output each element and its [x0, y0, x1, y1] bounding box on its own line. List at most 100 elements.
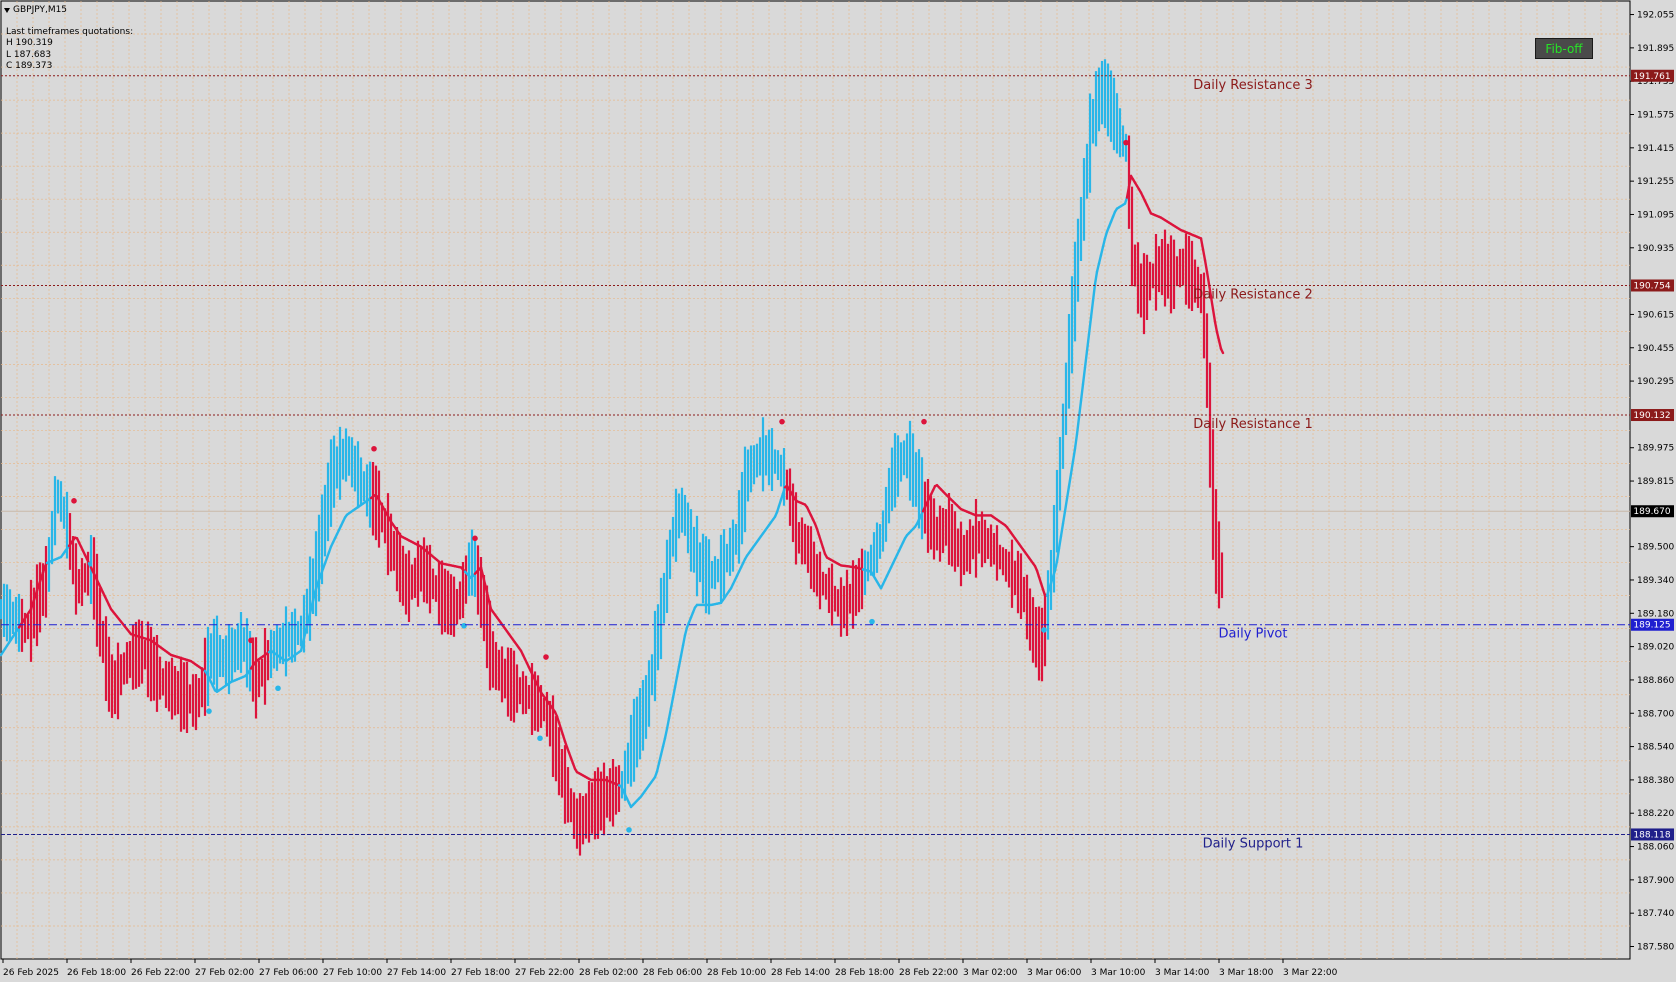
y-tick-label: 191.895 — [1637, 44, 1674, 54]
trend-line-segment — [1095, 262, 1101, 273]
y-tick-label: 188.700 — [1637, 709, 1674, 719]
trend-line-segment — [1213, 320, 1219, 334]
quote-low: L 187.683 — [6, 50, 52, 60]
level-label: Daily Support 1 — [1203, 836, 1304, 851]
y-tick-label: 187.580 — [1637, 943, 1674, 953]
trend-line-segment — [1089, 299, 1095, 319]
x-tick-label: 28 Feb 06:00 — [643, 968, 702, 978]
trend-line-segment — [1063, 497, 1069, 513]
trend-line-segment — [481, 574, 487, 586]
signal-dot-down — [779, 418, 785, 425]
signal-dot-up — [275, 685, 281, 692]
y-tick-label: 188.540 — [1637, 743, 1674, 753]
trend-line-segment — [1091, 283, 1097, 303]
trend-line-segment — [681, 633, 687, 647]
level-price-tag — [1631, 279, 1674, 292]
y-tick-label: 191.575 — [1637, 111, 1674, 121]
trend-line-segment — [1053, 560, 1059, 572]
signal-dot-up — [1041, 627, 1047, 633]
trend-line-segment — [299, 641, 305, 652]
y-tick-label: 187.740 — [1637, 909, 1674, 919]
trend-line-segment — [487, 599, 493, 611]
trend-line-segment — [1071, 447, 1077, 463]
y-tick-label: 188.060 — [1637, 843, 1674, 853]
trend-line-segment — [659, 745, 665, 757]
dropdown-triangle-icon[interactable] — [4, 7, 10, 13]
trend-line-segment — [1201, 248, 1207, 262]
trend-line-segment — [1219, 347, 1225, 355]
level-label: Daily Resistance 2 — [1193, 287, 1312, 302]
y-tick-label: 191.415 — [1637, 144, 1674, 154]
level-price-label: 191.761 — [1633, 72, 1670, 82]
trend-line-segment — [665, 717, 671, 731]
trend-line-segment — [483, 582, 489, 594]
trend-line-segment — [1125, 185, 1131, 199]
x-tick-label: 28 Feb 02:00 — [579, 968, 638, 978]
trend-line-segment — [485, 591, 491, 602]
trend-line-segment — [1203, 258, 1209, 273]
trend-line-segment — [309, 599, 315, 611]
y-tick-label: 189.815 — [1637, 477, 1674, 487]
trend-line-segment — [1059, 522, 1065, 538]
trend-line-segment — [1057, 535, 1063, 550]
trend-line-segment — [1061, 510, 1067, 525]
y-tick-label: 190.935 — [1637, 244, 1674, 254]
trend-line-segment — [311, 591, 317, 602]
symbol-label: GBPJPY,M15 — [13, 5, 68, 15]
signal-dot-up — [537, 735, 543, 742]
x-tick-label: 28 Feb 22:00 — [899, 968, 958, 978]
trend-line-segment — [1097, 253, 1103, 265]
current-price-label: 189.670 — [1633, 507, 1670, 517]
x-tick-label: 27 Feb 02:00 — [195, 968, 254, 978]
x-tick-label: 3 Mar 06:00 — [1027, 968, 1082, 978]
y-tick-label: 189.975 — [1637, 444, 1674, 454]
y-tick-label: 191.095 — [1637, 210, 1674, 220]
trend-line-segment — [1055, 547, 1061, 563]
x-tick-label: 27 Feb 06:00 — [259, 968, 318, 978]
trend-line-segment — [1077, 399, 1083, 419]
trend-line-segment — [1209, 295, 1215, 311]
x-tick-label: 26 Feb 18:00 — [67, 968, 126, 978]
x-tick-label: 3 Mar 22:00 — [1283, 968, 1338, 978]
trend-line-segment — [683, 626, 689, 637]
y-tick-label: 191.735 — [1637, 77, 1674, 87]
trend-line-segment — [1081, 366, 1087, 386]
y-tick-label: 190.455 — [1637, 344, 1674, 354]
trend-line-segment — [1083, 349, 1089, 369]
level-label: Daily Resistance 1 — [1193, 417, 1312, 432]
symbol-title[interactable]: GBPJPY,M15 — [4, 5, 67, 15]
trend-line-segment — [657, 753, 663, 765]
signal-dot-up — [626, 827, 632, 833]
level-label: Daily Pivot — [1219, 627, 1288, 642]
level-price-label: 190.132 — [1633, 411, 1670, 421]
y-tick-label: 188.220 — [1637, 809, 1674, 819]
x-tick-label: 26 Feb 22:00 — [131, 968, 190, 978]
x-tick-label: 27 Feb 10:00 — [323, 968, 382, 978]
trend-line-segment — [675, 665, 681, 679]
x-tick-label: 28 Feb 18:00 — [835, 968, 894, 978]
signal-dot-down — [71, 498, 77, 504]
trend-line-segment — [1199, 237, 1205, 251]
level-price-tag — [1631, 828, 1674, 841]
y-tick-label: 189.500 — [1637, 543, 1674, 553]
trend-line-segment — [669, 696, 675, 710]
current-price-tag — [1631, 505, 1674, 518]
quote-close: C 189.373 — [6, 61, 53, 71]
trend-line-segment — [1101, 237, 1107, 248]
level-price-tag — [1631, 409, 1674, 422]
level-price-tag — [1631, 618, 1674, 631]
trend-line-segment — [1075, 416, 1081, 436]
level-price-label: 189.125 — [1633, 621, 1670, 631]
x-tick-label: 28 Feb 14:00 — [771, 968, 830, 978]
level-price-tag — [1631, 69, 1674, 82]
trend-line-segment — [1085, 333, 1091, 353]
trend-line-segment — [1067, 472, 1073, 488]
trend-line-segment — [1079, 383, 1085, 403]
signal-dot-up — [206, 708, 212, 714]
trend-line-segment — [1215, 330, 1221, 342]
fib-off-button[interactable]: Fib-off — [1535, 38, 1593, 59]
x-tick-label: 27 Feb 22:00 — [515, 968, 574, 978]
trend-line-segment — [1069, 460, 1075, 475]
trend-line-segment — [1217, 339, 1223, 350]
